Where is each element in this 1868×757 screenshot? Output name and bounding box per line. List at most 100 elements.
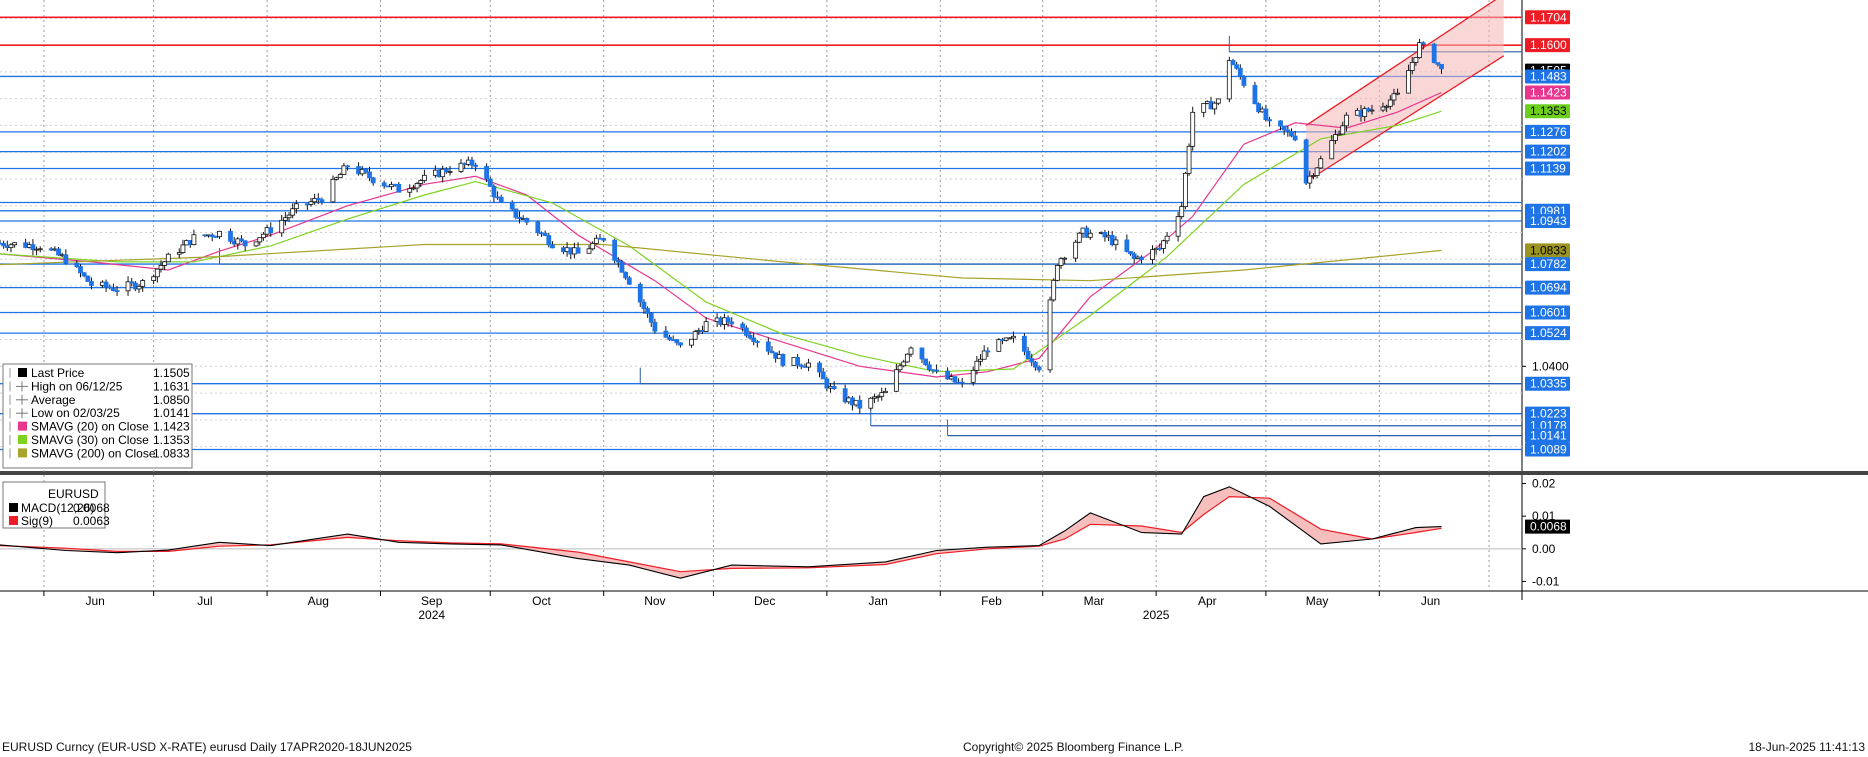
candle-body <box>612 239 618 261</box>
candlestick <box>37 246 43 253</box>
candle-body <box>103 281 109 288</box>
candle-body <box>81 272 87 277</box>
candle-body <box>381 182 387 187</box>
candlestick <box>315 193 321 204</box>
candlestick <box>396 182 402 193</box>
candlestick <box>1076 231 1082 244</box>
trend-channel-fill <box>1306 0 1504 182</box>
candle-body <box>703 321 709 332</box>
legend-value: 1.0850 <box>153 393 190 407</box>
candlestick <box>546 232 552 248</box>
candle-body <box>1343 114 1349 127</box>
price-badge-label: 1.0943 <box>1530 214 1567 228</box>
candle-body <box>12 242 18 246</box>
candle-body <box>1435 62 1441 65</box>
candlestick <box>1022 333 1027 356</box>
candlestick <box>908 346 914 358</box>
candlestick <box>89 277 94 290</box>
macd-legend-swatch <box>9 503 18 512</box>
candle-body <box>550 244 555 249</box>
candlestick <box>1175 212 1181 242</box>
candlestick <box>151 274 157 285</box>
candle-body <box>209 234 215 237</box>
year-label: 2024 <box>418 608 445 622</box>
candle-body <box>1307 175 1313 184</box>
candle-body <box>1278 120 1283 127</box>
candle-body <box>509 201 515 210</box>
candlestick <box>8 243 14 253</box>
candle-body <box>407 188 413 193</box>
candle-body <box>1303 139 1309 184</box>
candlestick <box>345 164 350 171</box>
candle-body <box>1201 103 1207 113</box>
candle-body <box>1139 256 1144 260</box>
candlestick <box>769 346 775 354</box>
legend-label: Last Price <box>31 366 85 380</box>
month-label: Dec <box>754 594 775 608</box>
candle-body <box>1439 64 1444 70</box>
candlestick <box>330 175 336 203</box>
candle-body <box>842 388 848 403</box>
candlestick <box>1267 116 1272 127</box>
candlestick <box>831 381 837 391</box>
candle-body <box>491 185 497 198</box>
candle-body <box>524 218 530 223</box>
candlestick <box>868 397 874 411</box>
candle-body <box>286 214 292 219</box>
candle-body <box>1267 119 1272 122</box>
price-badge-bg <box>1525 406 1570 421</box>
price-badge-label: 1.0833 <box>1530 243 1567 257</box>
candlestick <box>242 240 248 252</box>
candle-body <box>1387 99 1393 107</box>
candlestick <box>729 317 735 328</box>
candle-body <box>1413 57 1419 63</box>
candlestick <box>857 395 863 414</box>
candle-body <box>817 362 822 373</box>
candlestick <box>1032 360 1038 371</box>
candlestick <box>1343 112 1349 132</box>
candlestick <box>725 315 731 327</box>
candle-body <box>626 277 632 285</box>
candlestick <box>740 321 746 332</box>
moving-average-line <box>0 243 1442 282</box>
candlestick <box>996 338 1002 352</box>
price-badge-label: 1.1704 <box>1530 10 1567 24</box>
price-axis-badge: 1.0335 <box>1525 376 1570 391</box>
candle-body <box>370 177 376 184</box>
candle-body <box>535 221 541 234</box>
candlestick <box>817 361 822 378</box>
candle-body <box>645 308 650 314</box>
month-label: Nov <box>644 594 665 608</box>
candle-body <box>217 230 222 238</box>
candle-body <box>904 353 910 363</box>
candlestick <box>1395 88 1401 96</box>
candlestick <box>593 234 599 245</box>
macd-tick-label: 0.00 <box>1532 542 1556 556</box>
candlestick <box>806 358 811 372</box>
candle-body <box>689 338 694 346</box>
legend-row: Low on 02/03/25 1.0141 <box>9 406 190 420</box>
candlestick <box>1340 121 1346 135</box>
candlestick <box>279 215 285 237</box>
candle-body <box>1384 105 1390 108</box>
legend-swatch <box>18 368 27 377</box>
candlestick <box>154 268 160 283</box>
price-axis-badge: 1.0601 <box>1525 305 1570 320</box>
candlestick <box>648 311 654 327</box>
candle-body <box>319 199 325 203</box>
legend-row: High on 06/12/25 1.1631 <box>9 379 190 393</box>
candle-body <box>908 347 914 355</box>
candlestick <box>904 353 910 363</box>
candle-body <box>1215 98 1221 104</box>
candle-body <box>30 244 36 250</box>
candle-body <box>795 357 800 366</box>
candlestick <box>1314 167 1320 179</box>
candlestick <box>381 180 387 189</box>
price-badge-bg <box>1525 442 1570 457</box>
candlestick <box>1230 58 1236 66</box>
candlestick <box>341 162 347 175</box>
candlestick <box>623 271 629 280</box>
month-label: Jul <box>197 594 212 608</box>
candle-body <box>1420 42 1426 45</box>
